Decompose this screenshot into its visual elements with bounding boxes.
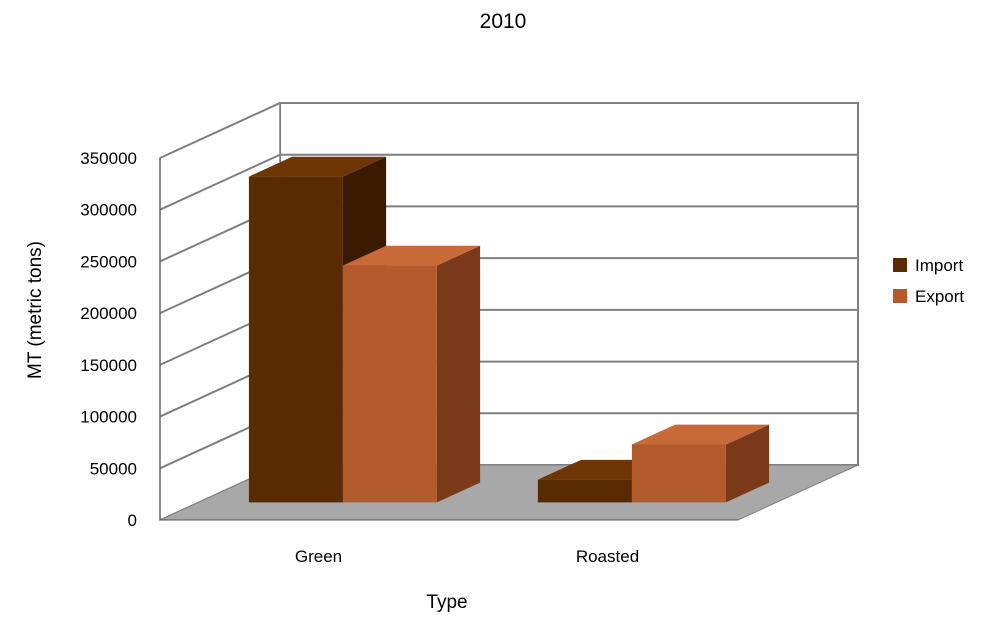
y-tick-label: 250000 — [80, 252, 137, 271]
bar-top-export-roasted — [631, 424, 770, 445]
y-tick-label: 300000 — [80, 201, 137, 220]
bar-side-export-green — [436, 245, 481, 503]
y-tick-label: 0 — [128, 511, 137, 530]
x-tick-label: Roasted — [576, 547, 639, 566]
bar-side-export-roasted — [725, 424, 770, 503]
y-tick-label: 200000 — [80, 304, 137, 323]
x-tick-label: Green — [295, 547, 342, 566]
y-tick-label: 350000 — [80, 149, 137, 168]
legend: Import Export — [893, 256, 964, 306]
gridline — [159, 153, 858, 211]
bar-import-roasted — [537, 479, 632, 503]
y-tick-label: 50000 — [90, 459, 137, 478]
bar-export-green — [342, 265, 437, 503]
y-tick-label: 150000 — [80, 356, 137, 375]
bar-top-import-green — [248, 156, 387, 177]
y-tick-label: 100000 — [80, 408, 137, 427]
bar-import-green — [248, 176, 343, 503]
legend-swatch-import — [893, 258, 907, 272]
legend-label-export: Export — [915, 287, 964, 306]
legend-swatch-export — [893, 289, 907, 303]
legend-label-import: Import — [915, 256, 963, 275]
bar-export-roasted — [631, 444, 726, 503]
y-axis-label: MT (metric tons) — [25, 241, 46, 379]
bar-top-export-green — [342, 245, 481, 266]
plot-area: 0 50000 100000 150000 200000 250000 300000 3500… — [80, 101, 859, 566]
chart-title: 2010 — [480, 10, 527, 33]
x-axis-label: Type — [426, 592, 467, 613]
gridline — [159, 102, 858, 159]
